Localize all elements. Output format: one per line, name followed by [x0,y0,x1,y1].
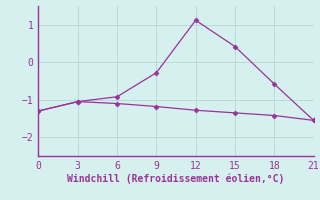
X-axis label: Windchill (Refroidissement éolien,°C): Windchill (Refroidissement éolien,°C) [67,174,285,184]
